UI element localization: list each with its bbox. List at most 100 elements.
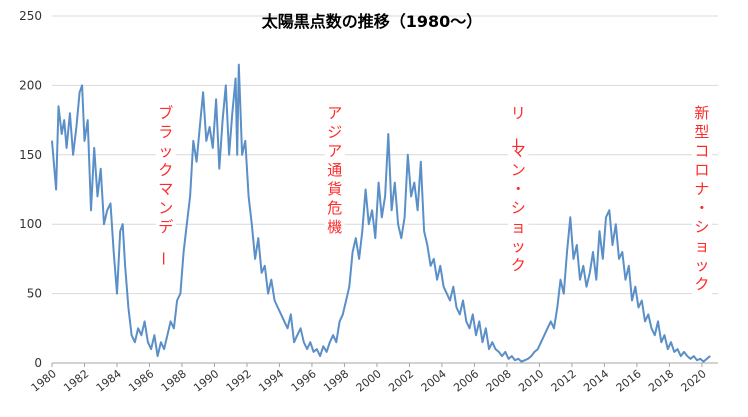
data-point: [293, 341, 295, 343]
data-point: [582, 265, 584, 267]
data-point: [498, 351, 500, 353]
chart-title: 太陽黒点数の推移（1980～）: [261, 12, 483, 31]
data-point: [306, 348, 308, 350]
data-point: [585, 286, 588, 288]
annotation-label: ブラックマンデー: [154, 104, 173, 266]
data-point: [488, 348, 490, 350]
data-point: [322, 345, 324, 347]
data-point: [709, 355, 711, 357]
data-point: [413, 182, 415, 184]
data-point: [381, 216, 383, 218]
data-point: [686, 355, 688, 357]
data-point: [517, 358, 519, 360]
data-point: [608, 209, 610, 211]
data-point: [100, 168, 102, 170]
data-point: [170, 320, 172, 322]
series-group: [51, 63, 711, 363]
data-point: [654, 334, 656, 336]
data-point: [430, 265, 432, 267]
data-point: [621, 251, 623, 253]
data-point: [394, 182, 396, 184]
data-point: [61, 133, 63, 135]
annotation-1: アジア通貨危機: [324, 103, 345, 238]
data-point: [417, 209, 419, 211]
data-point: [183, 251, 185, 253]
data-point: [150, 348, 152, 350]
data-point: [491, 341, 493, 343]
data-point: [280, 313, 282, 315]
data-point: [55, 188, 57, 191]
data-point: [559, 279, 562, 281]
data-point: [83, 140, 86, 142]
data-point: [51, 140, 53, 142]
data-point: [553, 327, 555, 329]
data-point: [546, 327, 549, 329]
data-point: [647, 313, 649, 315]
data-point: [624, 279, 627, 281]
data-point: [540, 341, 542, 343]
data-point: [592, 251, 594, 253]
data-point: [449, 299, 451, 302]
series-line-sunspots: [51, 63, 711, 363]
data-point: [57, 105, 60, 107]
data-point: [270, 279, 272, 281]
data-point: [218, 168, 220, 170]
data-point: [113, 251, 115, 253]
data-point: [439, 265, 441, 267]
data-point: [572, 258, 575, 260]
data-point: [602, 258, 604, 260]
data-point: [241, 154, 243, 156]
data-point: [287, 327, 289, 329]
data-point: [329, 341, 331, 343]
data-point: [663, 334, 666, 336]
data-point: [605, 216, 607, 218]
data-point: [283, 320, 285, 322]
data-point: [251, 223, 253, 225]
data-point: [137, 327, 139, 329]
data-point: [404, 216, 406, 218]
data-point: [462, 299, 464, 302]
data-point: [637, 306, 640, 309]
data-point: [225, 84, 227, 86]
data-point: [228, 154, 230, 156]
data-point: [550, 320, 552, 322]
data-point: [667, 348, 669, 350]
data-point: [699, 358, 701, 360]
data-point: [543, 334, 545, 336]
data-point: [533, 351, 536, 353]
data-point: [702, 361, 705, 363]
data-point: [212, 147, 214, 149]
data-point: [361, 230, 363, 232]
data-point: [79, 91, 81, 93]
data-point: [478, 320, 480, 322]
data-point: [103, 223, 105, 225]
data-point: [157, 355, 159, 357]
data-point: [693, 355, 695, 357]
data-point: [501, 355, 503, 357]
data-point: [368, 223, 370, 225]
annotation-0: ブラックマンデー: [154, 103, 176, 266]
data-point: [257, 237, 259, 239]
data-point: [209, 126, 211, 128]
annotation-label: アジア通貨危機: [327, 104, 342, 236]
data-point: [446, 293, 448, 295]
annotations: ブラックマンデー アジア通貨危機 リーマン・ショック 新型コロナ・ショック: [154, 103, 712, 295]
data-point: [657, 320, 659, 322]
data-point: [119, 230, 121, 232]
annotation-background: [691, 103, 712, 295]
data-point: [524, 359, 526, 361]
data-point: [296, 334, 298, 336]
data-point: [313, 351, 315, 353]
data-point: [706, 358, 708, 360]
data-point: [96, 195, 99, 197]
y-tick-label: 50: [27, 287, 42, 301]
data-point: [452, 286, 454, 288]
data-point: [680, 355, 682, 357]
data-point: [267, 293, 269, 295]
data-point: [109, 202, 112, 204]
data-point: [683, 351, 685, 353]
data-point: [81, 84, 83, 86]
data-point: [670, 341, 672, 343]
data-point: [514, 359, 516, 361]
data-point: [566, 251, 568, 253]
